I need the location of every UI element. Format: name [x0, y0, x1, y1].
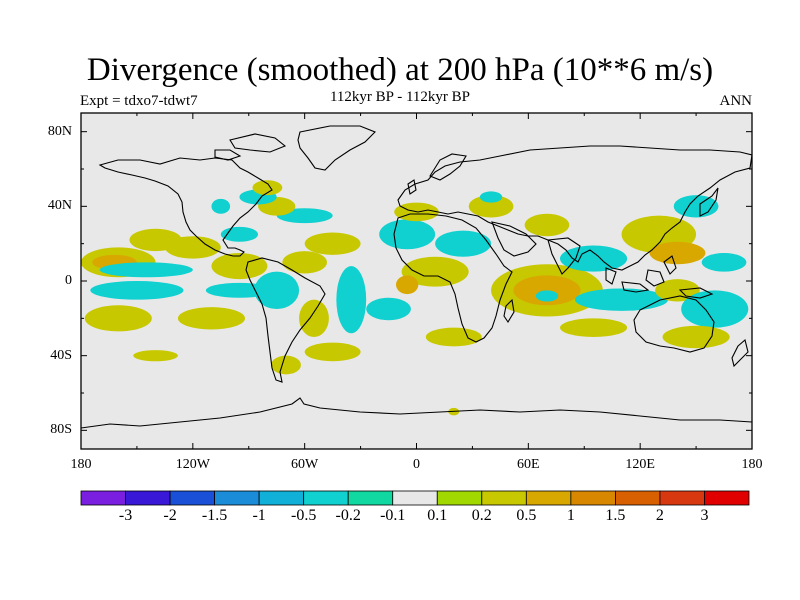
colorbar-label: 1.5	[605, 507, 626, 524]
contour-region	[304, 342, 361, 362]
contour-region	[560, 245, 628, 272]
colorbar-label: -3	[118, 507, 133, 524]
longitude-tick-label: 180	[741, 457, 763, 472]
contour-region	[90, 281, 184, 300]
latitude-tick-label: 80N	[47, 123, 72, 139]
colorbar-swatch	[303, 490, 349, 506]
experiment-label: Expt = tdxo7-tdwt7	[80, 93, 198, 109]
colorbar-label: 0.2	[471, 507, 492, 524]
colorbar-swatch	[436, 490, 483, 506]
colorbar-label: 1	[566, 507, 575, 524]
contour-region	[271, 355, 301, 375]
latitude-tick-label: 40N	[47, 198, 72, 214]
colorbar-swatch	[659, 490, 705, 506]
season-label: ANN	[719, 93, 753, 109]
contour-region	[84, 305, 152, 332]
latitude-tick-label: 80S	[50, 422, 72, 438]
contour-region	[701, 253, 747, 272]
contour-region	[252, 180, 283, 196]
colorbar-swatch	[615, 490, 661, 506]
contour-region	[401, 256, 469, 287]
coast-india	[547, 237, 581, 275]
coast-south-america	[245, 257, 326, 383]
contour-region	[649, 241, 706, 265]
colorbar-swatch	[525, 490, 572, 506]
contour-region	[535, 290, 559, 302]
longitude-tick-label: 180	[70, 457, 92, 472]
colorbar	[80, 490, 750, 506]
contour-region	[254, 271, 300, 310]
coast-madagascar	[503, 298, 515, 324]
contour-region	[425, 327, 482, 347]
coast-japan	[699, 187, 719, 217]
contour-region	[574, 288, 669, 311]
colorbar-swatch	[570, 490, 616, 506]
longitude-tick-label: 0	[413, 457, 420, 472]
contour-fills	[81, 180, 749, 416]
colorbar-swatch	[258, 490, 305, 506]
contour-region	[336, 266, 367, 334]
contour-region	[479, 191, 503, 203]
contour-region	[164, 236, 221, 259]
coast-arctic-islands	[214, 133, 287, 161]
contour-region	[133, 350, 178, 362]
contour-region	[99, 262, 193, 278]
contour-region	[681, 290, 749, 328]
longitude-tick-label: 60W	[291, 457, 319, 472]
axis-ticks	[80, 113, 753, 449]
colorbar-label: 3	[700, 507, 709, 524]
contour-region	[560, 318, 628, 337]
colorbar-label: -1	[252, 507, 266, 524]
colorbar-label: -2	[163, 507, 177, 524]
colorbar-label: 2	[655, 507, 664, 524]
coast-arabia	[491, 221, 537, 257]
coastlines	[81, 125, 752, 429]
latitude-tick-label: 40S	[50, 347, 72, 363]
contour-region	[304, 232, 361, 255]
colorbar-swatch	[80, 490, 126, 506]
coast-new-zealand	[731, 339, 749, 368]
colorbar-label: -0.2	[335, 507, 361, 524]
longitude-tick-label: 120W	[175, 457, 210, 472]
colorbar-swatch	[169, 490, 215, 506]
contour-region	[211, 253, 268, 280]
contour-region	[282, 251, 328, 274]
contour-region	[177, 307, 246, 330]
colorbar-swatch	[214, 490, 260, 506]
contour-region	[395, 275, 419, 295]
contour-region	[662, 325, 730, 349]
coast-southeast-asia	[605, 255, 714, 299]
contour-region	[468, 195, 514, 218]
coast-eurasia	[397, 145, 752, 271]
longitude-tick-label: 120E	[625, 457, 655, 472]
period-label: 112kyr BP - 112kyr BP	[329, 89, 470, 105]
coast-britain	[407, 179, 417, 195]
colorbar-label: 0.5	[516, 507, 537, 524]
coast-australia	[633, 295, 715, 353]
colorbar-swatch	[392, 490, 438, 506]
contour-region	[524, 213, 570, 237]
coast-scandinavia	[429, 153, 467, 181]
latitude-tick-label: 0	[65, 273, 72, 288]
coast-greenland	[297, 125, 376, 171]
colorbar-label: -0.5	[291, 507, 317, 524]
colorbar-swatch	[704, 490, 750, 506]
contour-region	[366, 297, 411, 321]
longitude-tick-label: 60E	[517, 457, 540, 472]
colorbar-label: -0.1	[380, 507, 406, 524]
chart-title: Divergence (smoothed) at 200 hPa (10**6 …	[86, 52, 714, 88]
coast-antarctica	[81, 397, 752, 429]
contour-region	[299, 299, 329, 338]
colorbar-swatch	[125, 490, 171, 506]
colorbar-label: -1.5	[201, 507, 228, 524]
colorbar-swatch	[481, 490, 527, 506]
coast-africa	[393, 213, 513, 343]
colorbar-swatch	[347, 490, 394, 506]
colorbar-label: 0.1	[427, 507, 448, 524]
contour-region	[211, 198, 231, 214]
contour-region	[435, 230, 492, 257]
contour-region	[379, 219, 436, 250]
